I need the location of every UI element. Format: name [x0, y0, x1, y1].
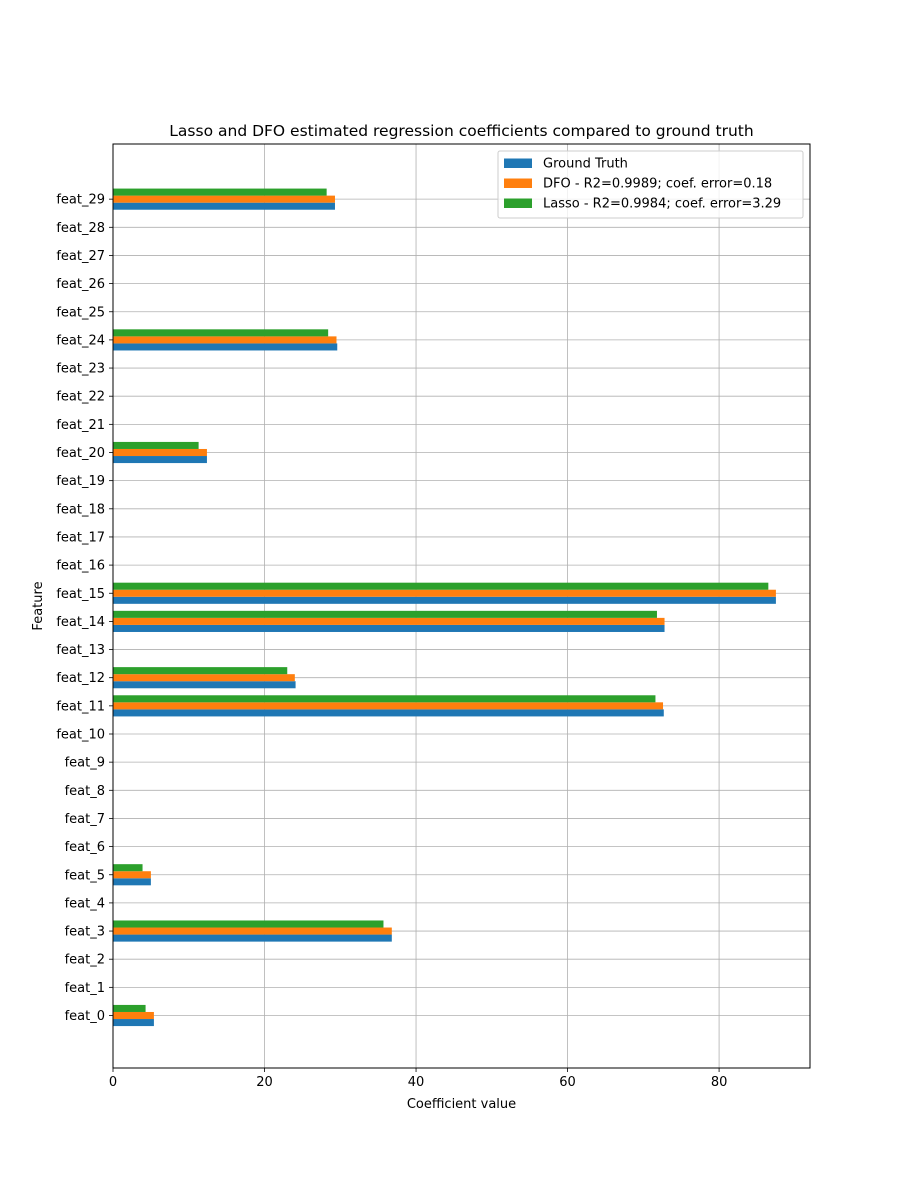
legend-swatch: [504, 158, 532, 168]
bar-feat_29-series-2: [113, 188, 327, 196]
bar-feat_3-series-0: [113, 934, 392, 942]
y-tick-label: feat_4: [65, 896, 105, 911]
x-tick-label: 60: [559, 1075, 576, 1090]
bar-feat_11-series-2: [113, 695, 656, 703]
bar-feat_5-series-2: [113, 864, 143, 872]
y-tick-label: feat_2: [65, 953, 105, 968]
x-tick-label: 0: [109, 1075, 117, 1090]
bar-feat_0-series-1: [113, 1011, 154, 1020]
y-tick-label: feat_9: [65, 756, 105, 771]
y-tick-label: feat_24: [56, 333, 105, 348]
chart-title: Lasso and DFO estimated regression coeff…: [169, 122, 753, 140]
bar-feat_11-series-1: [113, 702, 664, 710]
bar-feat_14-series-1: [113, 617, 665, 625]
y-tick-label: feat_8: [65, 784, 105, 799]
bar-feat_3-series-1: [113, 927, 392, 935]
bar-feat_15-series-2: [113, 582, 769, 590]
bar-feat_20-series-1: [113, 448, 207, 457]
bar-feat_14-series-0: [113, 624, 665, 632]
bar-feat_0-series-0: [113, 1019, 154, 1027]
legend-swatch: [504, 178, 532, 188]
x-tick-label: 80: [711, 1075, 728, 1090]
y-tick-label: feat_28: [56, 221, 105, 236]
bar-feat_5-series-0: [113, 878, 151, 886]
y-tick-label: feat_22: [56, 390, 105, 405]
y-tick-label: feat_10: [56, 728, 105, 743]
y-tick-label: feat_3: [65, 925, 105, 940]
y-tick-label: feat_1: [65, 981, 105, 996]
bar-feat_20-series-0: [113, 456, 207, 464]
bars: [113, 188, 776, 1027]
x-tick-label: 20: [256, 1075, 273, 1090]
plot-frame: [112, 143, 811, 1069]
y-tick-label: feat_25: [56, 305, 105, 320]
bar-feat_29-series-0: [113, 202, 335, 210]
y-axis-ticks: feat_0 feat_1 feat_2 feat_3 feat_4 feat_5 feat…: [56, 193, 113, 1024]
x-axis-ticks: 0 20 40 60 80: [109, 1068, 728, 1090]
y-tick-label: feat_0: [65, 1009, 105, 1024]
y-tick-label: feat_20: [56, 446, 105, 461]
grid: [112, 144, 810, 1068]
legend-box: [497, 150, 804, 219]
bar-feat_15-series-0: [113, 596, 776, 604]
legend: Ground Truth DFO - R2=0.9989; coef. error…: [497, 150, 804, 219]
bar-feat_29-series-1: [113, 195, 335, 203]
y-tick-label: feat_12: [56, 671, 105, 686]
y-tick-label: feat_23: [56, 362, 105, 377]
legend-label: Lasso - R2=0.9984; coef. error=3.29: [543, 197, 781, 212]
bar-feat_24-series-0: [113, 343, 338, 351]
y-axis-title: Feature: [31, 581, 46, 630]
y-tick-label: feat_14: [56, 615, 105, 630]
y-tick-label: feat_15: [56, 587, 105, 602]
bar-feat_11-series-0: [113, 709, 664, 717]
y-tick-label: feat_13: [56, 643, 105, 658]
y-tick-label: feat_6: [65, 840, 105, 855]
legend-label: Ground Truth: [543, 157, 628, 172]
bar-feat_5-series-1: [113, 871, 151, 879]
bar-feat_24-series-2: [113, 329, 329, 337]
y-tick-label: feat_19: [56, 474, 105, 489]
y-tick-label: feat_29: [56, 193, 105, 208]
y-tick-label: feat_27: [56, 249, 105, 264]
x-axis-title: Coefficient value: [407, 1097, 516, 1112]
y-tick-label: feat_7: [65, 812, 105, 827]
bar-feat_12-series-1: [113, 674, 295, 682]
legend-label: DFO - R2=0.9989; coef. error=0.18: [543, 177, 772, 192]
x-tick-label: 40: [408, 1075, 425, 1090]
bar-feat_15-series-1: [113, 589, 776, 597]
bar-feat_20-series-2: [113, 441, 199, 449]
bar-feat_12-series-2: [113, 667, 288, 675]
legend-swatch: [504, 198, 532, 208]
bar-feat_12-series-0: [113, 681, 296, 689]
bar-feat_3-series-2: [113, 920, 384, 928]
y-tick-label: feat_17: [56, 530, 105, 545]
bar-feat_0-series-2: [113, 1004, 146, 1012]
y-tick-label: feat_18: [56, 502, 105, 517]
y-tick-label: feat_21: [56, 418, 105, 433]
y-tick-label: feat_26: [56, 277, 105, 292]
bar-feat_14-series-2: [113, 610, 657, 618]
y-tick-label: feat_11: [56, 699, 105, 714]
y-tick-label: feat_5: [65, 868, 105, 883]
y-tick-label: feat_16: [56, 559, 105, 574]
bar-feat_24-series-1: [113, 336, 337, 344]
